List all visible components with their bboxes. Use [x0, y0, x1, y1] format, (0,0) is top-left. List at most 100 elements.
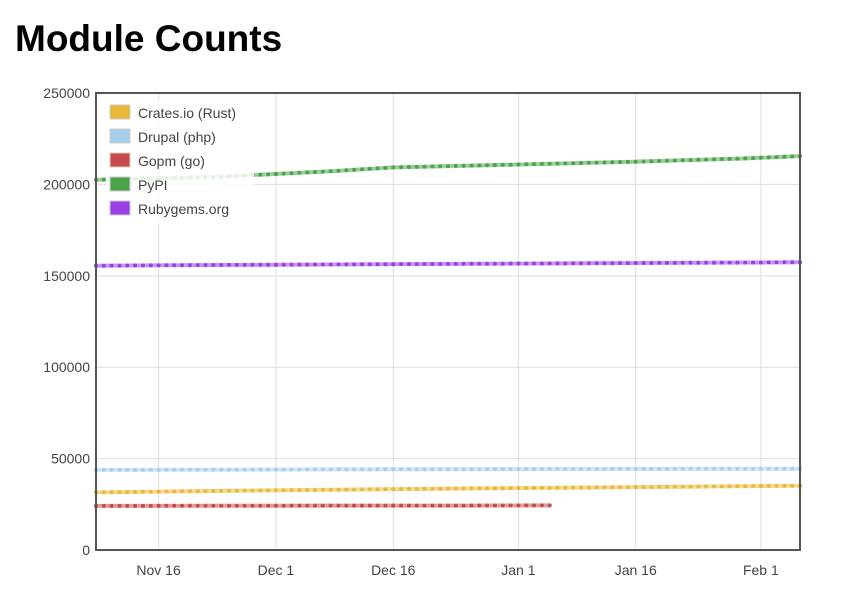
data-point	[273, 262, 278, 267]
data-point	[273, 172, 278, 176]
data-point	[203, 503, 208, 508]
legend-label: Crates.io (Rust)	[138, 105, 236, 121]
series-1	[94, 466, 802, 472]
data-point	[109, 467, 114, 472]
data-point	[211, 489, 216, 493]
data-point	[360, 487, 364, 492]
data-point	[234, 467, 239, 472]
data-point	[610, 261, 615, 266]
data-point	[594, 467, 599, 471]
data-point	[485, 261, 490, 266]
data-point	[344, 168, 349, 173]
data-point	[360, 262, 364, 267]
data-point	[766, 155, 771, 160]
data-point	[375, 166, 380, 171]
data-point	[485, 467, 490, 472]
data-point	[461, 503, 466, 508]
data-point	[563, 161, 568, 166]
data-point	[172, 489, 177, 494]
data-point	[352, 487, 357, 492]
data-point	[430, 262, 435, 266]
data-point	[680, 484, 685, 489]
x-tick-label: Jan 1	[501, 562, 535, 578]
data-point	[187, 503, 192, 508]
data-point	[727, 484, 732, 489]
data-point	[751, 466, 756, 471]
data-point	[657, 484, 662, 489]
data-point	[313, 467, 317, 472]
data-point	[289, 488, 294, 493]
data-point	[633, 485, 638, 490]
data-point	[477, 163, 482, 168]
data-point	[461, 486, 466, 491]
data-point	[328, 262, 333, 267]
data-point	[430, 164, 435, 169]
data-point	[704, 484, 709, 489]
data-point	[242, 467, 247, 472]
data-point	[453, 467, 458, 472]
data-point	[625, 261, 630, 266]
data-point	[547, 503, 552, 508]
data-point	[101, 490, 106, 495]
data-point	[696, 157, 701, 162]
x-tick-label: Dec 1	[258, 562, 295, 578]
series-4	[94, 260, 802, 268]
data-point	[610, 160, 615, 165]
data-point	[242, 488, 247, 493]
data-point	[453, 503, 458, 508]
data-point	[766, 483, 771, 488]
data-point	[727, 260, 732, 265]
data-point	[492, 503, 497, 508]
data-point	[281, 503, 286, 508]
data-point	[727, 466, 732, 471]
data-point	[719, 466, 724, 471]
data-point	[649, 485, 654, 489]
data-point	[508, 261, 513, 266]
data-point	[485, 163, 490, 168]
data-point	[156, 467, 161, 472]
data-point	[782, 260, 787, 265]
data-point	[109, 503, 114, 508]
data-point	[688, 466, 693, 471]
data-point	[492, 163, 497, 167]
data-point	[766, 466, 771, 471]
data-point	[195, 263, 200, 268]
data-point	[712, 260, 716, 265]
data-point	[508, 486, 513, 491]
data-point	[547, 261, 552, 266]
data-point	[125, 490, 130, 494]
data-point	[485, 486, 490, 491]
data-point	[117, 490, 122, 495]
data-point	[563, 485, 568, 490]
legend-label: PyPI	[138, 177, 168, 193]
data-point	[328, 503, 333, 508]
series-0	[94, 483, 802, 495]
data-point	[344, 487, 349, 492]
legend: Crates.io (Rust) Drupal (php) Gopm (go) PyP…	[106, 100, 254, 224]
data-point	[187, 263, 192, 268]
data-point	[712, 157, 716, 162]
data-point	[399, 487, 404, 491]
data-point	[751, 260, 756, 265]
data-point	[164, 263, 169, 268]
data-point	[539, 161, 544, 166]
data-point	[555, 161, 560, 166]
data-point	[250, 488, 255, 493]
data-point	[594, 485, 599, 490]
data-point	[140, 489, 145, 494]
data-point	[328, 467, 333, 472]
data-point	[297, 488, 302, 492]
data-point	[148, 467, 153, 472]
data-point	[790, 154, 795, 159]
data-point	[790, 483, 795, 488]
data-point	[430, 467, 435, 472]
legend-swatch	[109, 152, 131, 168]
data-point	[696, 484, 701, 489]
data-point	[117, 467, 122, 472]
data-point	[539, 503, 544, 508]
data-point	[391, 467, 396, 472]
data-point	[665, 158, 669, 163]
data-point	[289, 262, 294, 267]
data-point	[336, 168, 341, 173]
